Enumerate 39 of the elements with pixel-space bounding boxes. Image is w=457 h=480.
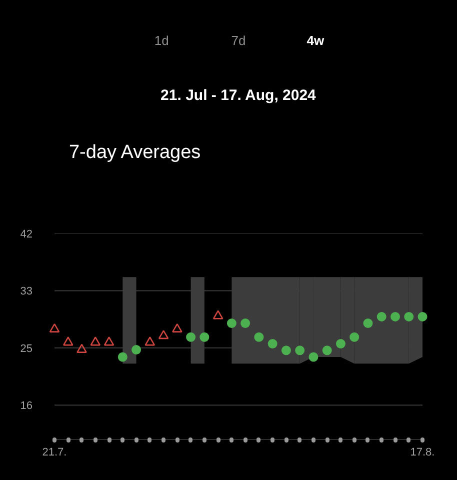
point (418, 312, 428, 322)
point (308, 352, 318, 362)
point (158, 330, 169, 340)
point (132, 344, 142, 354)
text: 4w (306, 33, 325, 48)
point (62, 336, 74, 346)
point (363, 318, 373, 328)
text: 7d (231, 33, 246, 48)
point (295, 346, 305, 356)
point (281, 346, 291, 356)
point (49, 323, 60, 332)
point (76, 344, 87, 353)
point (118, 352, 128, 362)
point (322, 346, 332, 356)
y-tick-label: 25 (20, 342, 33, 355)
point (90, 336, 101, 346)
point (268, 339, 278, 349)
point (254, 332, 264, 342)
point (200, 332, 210, 342)
point (350, 332, 360, 342)
point (376, 312, 386, 322)
point (186, 332, 196, 342)
point (240, 318, 250, 328)
y-tick-label: 42 (20, 228, 33, 240)
y-tick-label: 16 (20, 400, 33, 412)
point (390, 312, 400, 322)
x-tick-label: 17.8. (410, 446, 435, 458)
point (212, 310, 224, 320)
y-tick-label: 33 (20, 286, 33, 298)
chart-subtitle: 21. Jul - 17. Aug, 2024 (160, 87, 317, 104)
point (226, 318, 236, 328)
point (172, 323, 182, 332)
point (336, 339, 346, 349)
point (144, 336, 156, 346)
point (404, 312, 414, 322)
x-tick-label: 21.7. (42, 446, 67, 458)
point (104, 336, 114, 346)
text: 1d (154, 33, 169, 48)
chart-title: 7-day Averages (68, 142, 201, 163)
